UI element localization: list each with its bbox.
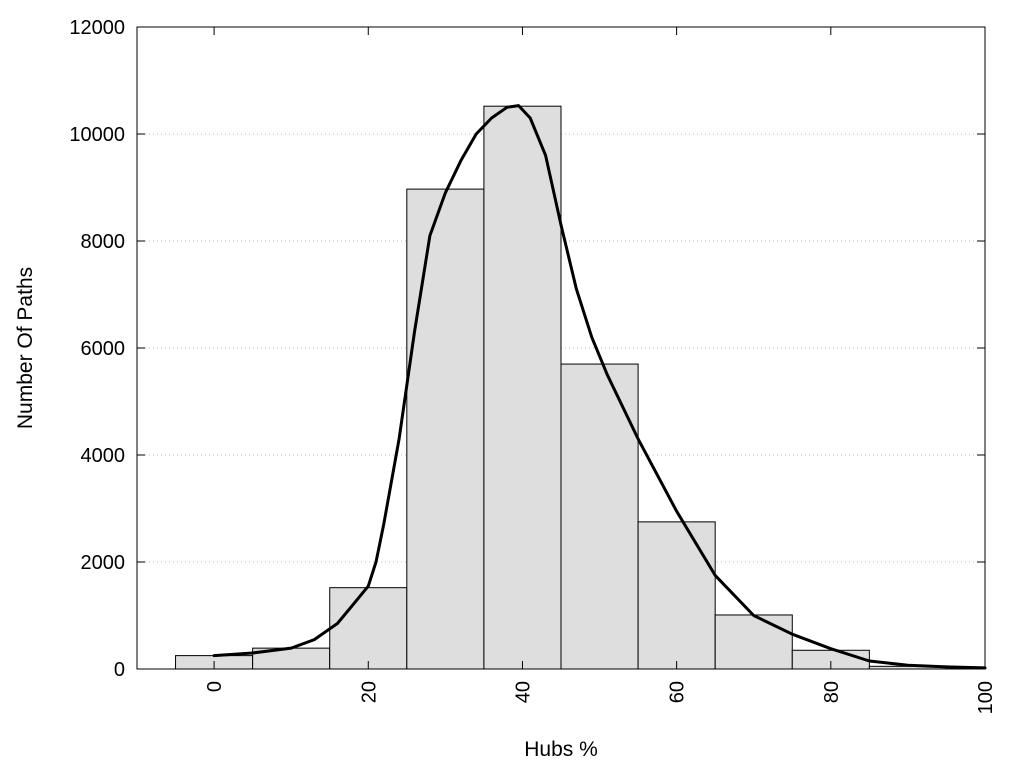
histogram-bar-3 <box>406 188 485 670</box>
y-tick-label: 6000 <box>81 338 126 360</box>
histogram-bar-7 <box>714 614 793 670</box>
x-tick-label: 40 <box>512 681 534 703</box>
x-axis-label: Hubs % <box>524 738 598 761</box>
y-axis-ticks: 0 2000 4000 6000 8000 10000 12000 <box>69 17 985 681</box>
y-axis-label: Number Of Paths <box>14 267 37 429</box>
x-tick-label: 80 <box>821 681 843 703</box>
y-tick-label: 8000 <box>81 231 126 253</box>
histogram-bar-5 <box>560 363 639 670</box>
x-tick-label: 0 <box>204 681 226 692</box>
histogram-bar-6 <box>637 521 716 670</box>
histogram-bar-2 <box>329 587 408 670</box>
x-axis-ticks: 0 20 40 60 80 100 <box>204 27 997 714</box>
x-tick-label: 100 <box>975 681 997 714</box>
y-tick-label: 4000 <box>81 445 126 467</box>
density-curve <box>212 104 987 670</box>
density-curve-group <box>212 104 987 670</box>
x-tick-label: 20 <box>358 681 380 703</box>
y-tick-label: 10000 <box>69 124 125 146</box>
y-tick-label: 12000 <box>69 17 125 39</box>
x-tick-label: 60 <box>667 681 689 703</box>
y-tick-label: 0 <box>114 659 125 681</box>
y-tick-label: 2000 <box>81 552 126 574</box>
histogram-bar-4 <box>483 105 562 670</box>
histogram-bars <box>175 105 947 670</box>
